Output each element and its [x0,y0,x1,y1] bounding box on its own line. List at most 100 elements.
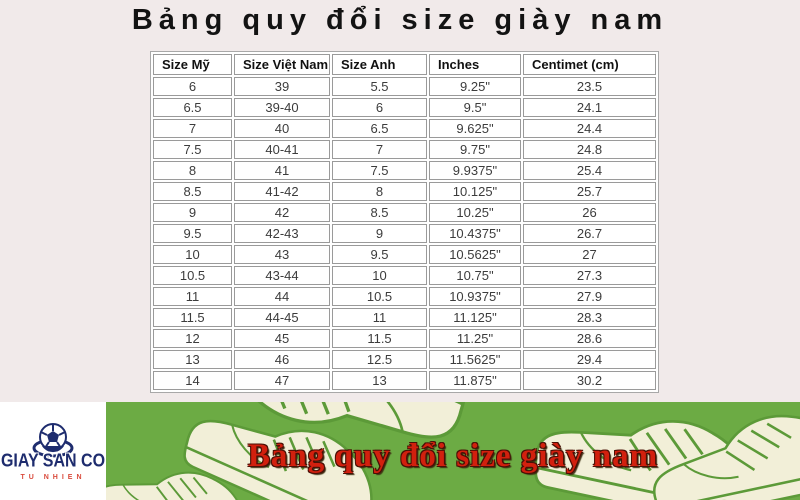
table-cell: 11.5625" [429,350,521,369]
table-cell: 42 [234,203,330,222]
table-cell: 26 [523,203,656,222]
table-cell: 10.5625" [429,245,521,264]
table-cell: 9 [332,224,427,243]
table-row: 13 46 12.5 11.5625" 29.4 [153,350,656,369]
table-row: 10.5 43-44 10 10.75" 27.3 [153,266,656,285]
column-header: Size Việt Nam [234,54,330,75]
table-cell: 11.5 [153,308,232,327]
table-cell: 7.5 [153,140,232,159]
table-cell: 8.5 [153,182,232,201]
table-cell: 8 [153,161,232,180]
size-table-header: Size Mỹ Size Việt Nam Size Anh Inches Centim… [153,54,656,75]
table-row: 8 41 7.5 9.9375" 25.4 [153,161,656,180]
table-cell: 40 [234,119,330,138]
table-row: 9.5 42-43 9 10.4375" 26.7 [153,224,656,243]
size-table-body: 6 39 5.5 9.25" 23.5 6.5 39-40 6 9.5" 24.1 7 40 6.5 9.… [153,77,656,390]
table-cell: 7 [153,119,232,138]
table-cell: 6.5 [153,98,232,117]
column-header: Size Anh [332,54,427,75]
table-cell: 47 [234,371,330,390]
table-row: 11.5 44-45 11 11.125" 28.3 [153,308,656,327]
table-row: 6.5 39-40 6 9.5" 24.1 [153,98,656,117]
size-table-container: Size Mỹ Size Việt Nam Size Anh Inches Centim… [150,51,659,393]
table-cell: 10.4375" [429,224,521,243]
table-cell: 41 [234,161,330,180]
table-cell: 9.75" [429,140,521,159]
table-cell: 25.7 [523,182,656,201]
brand-name: GIAY SAN CO [0,451,106,472]
table-cell: 41-42 [234,182,330,201]
table-cell: 25.4 [523,161,656,180]
banner-caption: Bảng quy đổi size giày nam [247,438,659,474]
table-cell: 23.5 [523,77,656,96]
soccer-ball-icon [32,423,74,458]
table-cell: 9.25" [429,77,521,96]
table-cell: 30.2 [523,371,656,390]
table-cell: 11.25" [429,329,521,348]
table-cell: 10.125" [429,182,521,201]
column-header: Inches [429,54,521,75]
table-cell: 9.5" [429,98,521,117]
table-cell: 44-45 [234,308,330,327]
table-cell: 6 [153,77,232,96]
table-cell: 10 [153,245,232,264]
brand-logo: GIAY SAN CO TU NHIEN [0,402,106,500]
table-cell: 10.5 [153,266,232,285]
table-cell: 12.5 [332,350,427,369]
header-row: Size Mỹ Size Việt Nam Size Anh Inches Centim… [153,54,656,75]
table-cell: 6 [332,98,427,117]
table-cell: 8.5 [332,203,427,222]
table-row: 12 45 11.5 11.25" 28.6 [153,329,656,348]
table-cell: 6.5 [332,119,427,138]
table-cell: 24.4 [523,119,656,138]
table-row: 14 47 13 11.875" 30.2 [153,371,656,390]
footer-banner: Bảng quy đổi size giày nam GIAY SAN CO T… [0,402,800,500]
table-cell: 10.9375" [429,287,521,306]
table-cell: 27.3 [523,266,656,285]
table-cell: 39-40 [234,98,330,117]
table-cell: 11 [153,287,232,306]
table-row: 11 44 10.5 10.9375" 27.9 [153,287,656,306]
table-cell: 13 [153,350,232,369]
column-header: Size Mỹ [153,54,232,75]
column-header: Centimet (cm) [523,54,656,75]
table-cell: 42-43 [234,224,330,243]
table-cell: 7.5 [332,161,427,180]
brand-tagline: TU NHIEN [20,474,86,481]
page-title: Bảng quy đổi size giày nam [131,4,669,36]
table-row: 6 39 5.5 9.25" 23.5 [153,77,656,96]
table-cell: 11.125" [429,308,521,327]
table-cell: 39 [234,77,330,96]
table-cell: 10.5 [332,287,427,306]
table-row: 10 43 9.5 10.5625" 27 [153,245,656,264]
table-cell: 46 [234,350,330,369]
table-cell: 14 [153,371,232,390]
table-cell: 8 [332,182,427,201]
table-cell: 24.1 [523,98,656,117]
table-cell: 45 [234,329,330,348]
table-cell: 43 [234,245,330,264]
table-row: 8.5 41-42 8 10.125" 25.7 [153,182,656,201]
table-cell: 10 [332,266,427,285]
table-cell: 12 [153,329,232,348]
table-cell: 40-41 [234,140,330,159]
table-cell: 9.5 [153,224,232,243]
table-row: 7.5 40-41 7 9.75" 24.8 [153,140,656,159]
table-row: 7 40 6.5 9.625" 24.4 [153,119,656,138]
table-cell: 43-44 [234,266,330,285]
table-cell: 28.6 [523,329,656,348]
table-cell: 11 [332,308,427,327]
table-cell: 24.8 [523,140,656,159]
table-cell: 9.9375" [429,161,521,180]
size-table: Size Mỹ Size Việt Nam Size Anh Inches Centim… [150,51,659,393]
table-cell: 9.5 [332,245,427,264]
table-cell: 9 [153,203,232,222]
table-cell: 28.3 [523,308,656,327]
table-cell: 10.25" [429,203,521,222]
table-cell: 27.9 [523,287,656,306]
table-cell: 9.625" [429,119,521,138]
table-cell: 26.7 [523,224,656,243]
table-row: 9 42 8.5 10.25" 26 [153,203,656,222]
table-cell: 44 [234,287,330,306]
table-cell: 10.75" [429,266,521,285]
